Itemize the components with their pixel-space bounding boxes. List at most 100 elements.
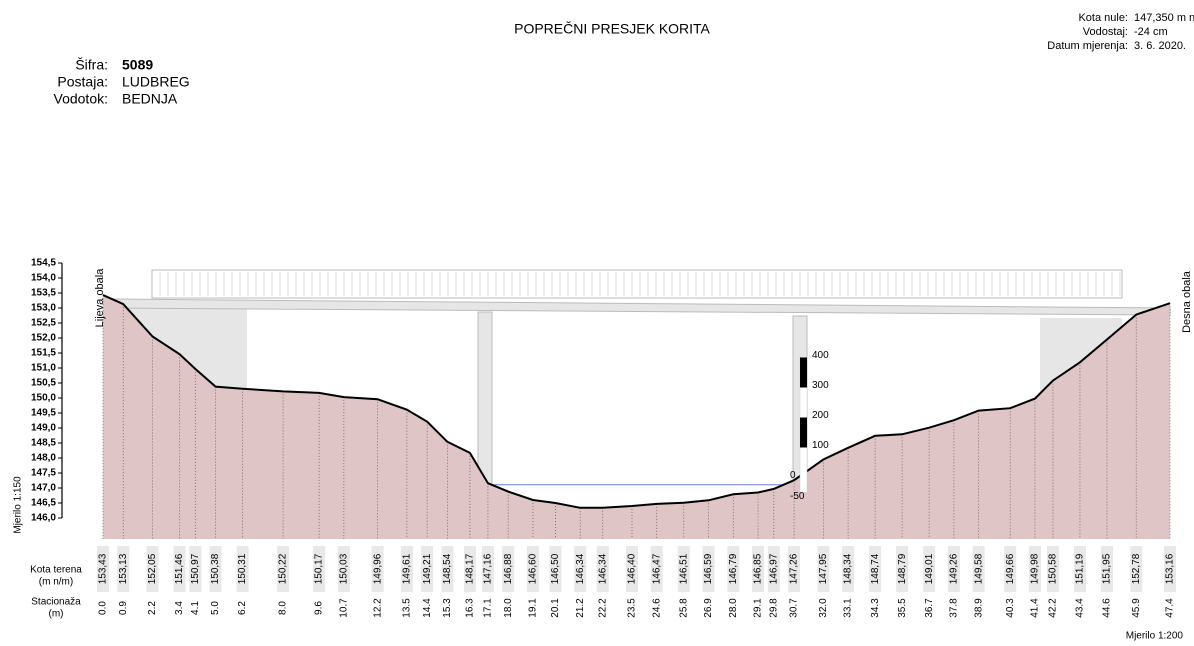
row-label: (m n/m)	[39, 577, 73, 588]
cell	[767, 546, 780, 592]
gauge-label: 0	[790, 470, 796, 481]
gauge-segment	[800, 357, 807, 388]
bank-label: Lijeva obala	[94, 268, 106, 328]
cell	[1046, 546, 1059, 592]
cell	[421, 546, 434, 592]
station-label: 21.2	[575, 598, 586, 618]
y-tick-label: 147,5	[31, 468, 56, 479]
cell	[972, 546, 985, 592]
cell	[1004, 546, 1017, 592]
gauge-label: 100	[812, 440, 829, 451]
cell	[371, 546, 384, 592]
station-label: 8.0	[278, 601, 289, 615]
cell	[650, 546, 663, 592]
cell	[463, 546, 476, 592]
label: Kota nule:	[1078, 12, 1128, 24]
deck	[107, 298, 1171, 316]
value: -24 cm	[1134, 26, 1168, 38]
cell	[1164, 546, 1176, 592]
y-tick-label: 153,5	[31, 288, 56, 299]
y-tick-label: 148,0	[31, 453, 56, 464]
elevation-label: 146,85	[753, 553, 764, 584]
elevation-label: 148,79	[897, 553, 908, 584]
station-label: 26.9	[703, 598, 714, 618]
station-label: 32.0	[818, 598, 829, 618]
station-label: 28.0	[728, 598, 739, 618]
station-label: 9.6	[314, 601, 325, 615]
cell	[677, 546, 690, 592]
cell	[313, 546, 326, 592]
row-label: Kota terena	[30, 565, 82, 576]
station-label: 16.3	[465, 598, 476, 618]
elevation-label: 146,50	[550, 553, 561, 584]
station-label: 2.2	[147, 601, 158, 615]
value: 147,350 m n/m	[1134, 12, 1194, 24]
gauge-label: 400	[812, 350, 829, 361]
cell	[277, 546, 290, 592]
cell	[189, 546, 202, 592]
station-label: 36.7	[924, 598, 935, 618]
cell	[502, 546, 515, 592]
station-label: 38.9	[973, 598, 984, 618]
elevation-label: 150,38	[210, 553, 221, 584]
cell	[596, 546, 609, 592]
elevation-label: 149,21	[422, 553, 433, 584]
elevation-label: 149,66	[1005, 553, 1016, 584]
elevation-label: 149,26	[949, 553, 960, 584]
elevation-label: 146,88	[503, 553, 514, 584]
elevation-label: 149,61	[402, 553, 413, 584]
label: Šifra:	[75, 57, 108, 73]
station-label: 44.6	[1102, 598, 1113, 618]
cell	[209, 546, 222, 592]
station-label: 33.1	[843, 598, 854, 618]
y-tick-label: 148,5	[31, 438, 56, 449]
station-label: 0.9	[118, 601, 129, 615]
elevation-label: 147,16	[483, 553, 494, 584]
station-label: 20.1	[550, 598, 561, 618]
station-label: 23.5	[627, 598, 638, 618]
station-label: 5.0	[210, 601, 221, 615]
label: Vodotok:	[54, 91, 109, 107]
elevation-label: 149,98	[1030, 553, 1041, 584]
y-tick-label: 146,5	[31, 498, 56, 509]
elevation-label: 148,17	[465, 553, 476, 584]
elevation-label: 146,79	[728, 553, 739, 584]
station-label: 47.4	[1165, 598, 1176, 618]
cell	[625, 546, 638, 592]
elevation-label: 147,95	[818, 553, 829, 584]
y-tick-label: 151,0	[31, 363, 56, 374]
elevation-label: 153,13	[118, 553, 129, 584]
label: Datum mjerenja:	[1047, 40, 1128, 52]
cell	[896, 546, 909, 592]
elevation-label: 146,59	[703, 553, 714, 584]
cell	[817, 546, 830, 592]
railing	[151, 269, 1123, 299]
railing-bars	[159, 272, 1121, 296]
label: Vodostaj:	[1083, 26, 1128, 38]
cell	[1130, 546, 1143, 592]
station-label: 12.2	[372, 598, 383, 618]
gauge-label: -50	[790, 491, 805, 502]
value: 5089	[122, 57, 153, 73]
station-label: 22.2	[597, 598, 608, 618]
station-label: 35.5	[897, 598, 908, 618]
station-label: 13.5	[402, 598, 413, 618]
plot: 154,5 154,0 153,5 153,0 152,5 152,0 151,5 151,0…	[31, 258, 1176, 618]
pier	[477, 311, 493, 489]
cell	[173, 546, 186, 592]
cell	[842, 546, 855, 592]
station-label: 45.9	[1131, 598, 1142, 618]
terrain-area	[103, 295, 1170, 539]
station-label: 17.1	[483, 598, 494, 618]
y-tick-label: 153,0	[31, 303, 56, 314]
value: BEDNJA	[122, 91, 178, 107]
gauge-label: 200	[812, 410, 829, 421]
cell	[923, 546, 936, 592]
station-label: 34.3	[870, 598, 881, 618]
station-label: 41.4	[1030, 598, 1041, 618]
y-tick-label: 149,5	[31, 408, 56, 419]
elevation-label: 149,58	[973, 553, 984, 584]
elevation-label: 152,78	[1131, 553, 1142, 584]
cell	[526, 546, 539, 592]
scale-label: Mjerilo 1:150	[13, 476, 24, 534]
